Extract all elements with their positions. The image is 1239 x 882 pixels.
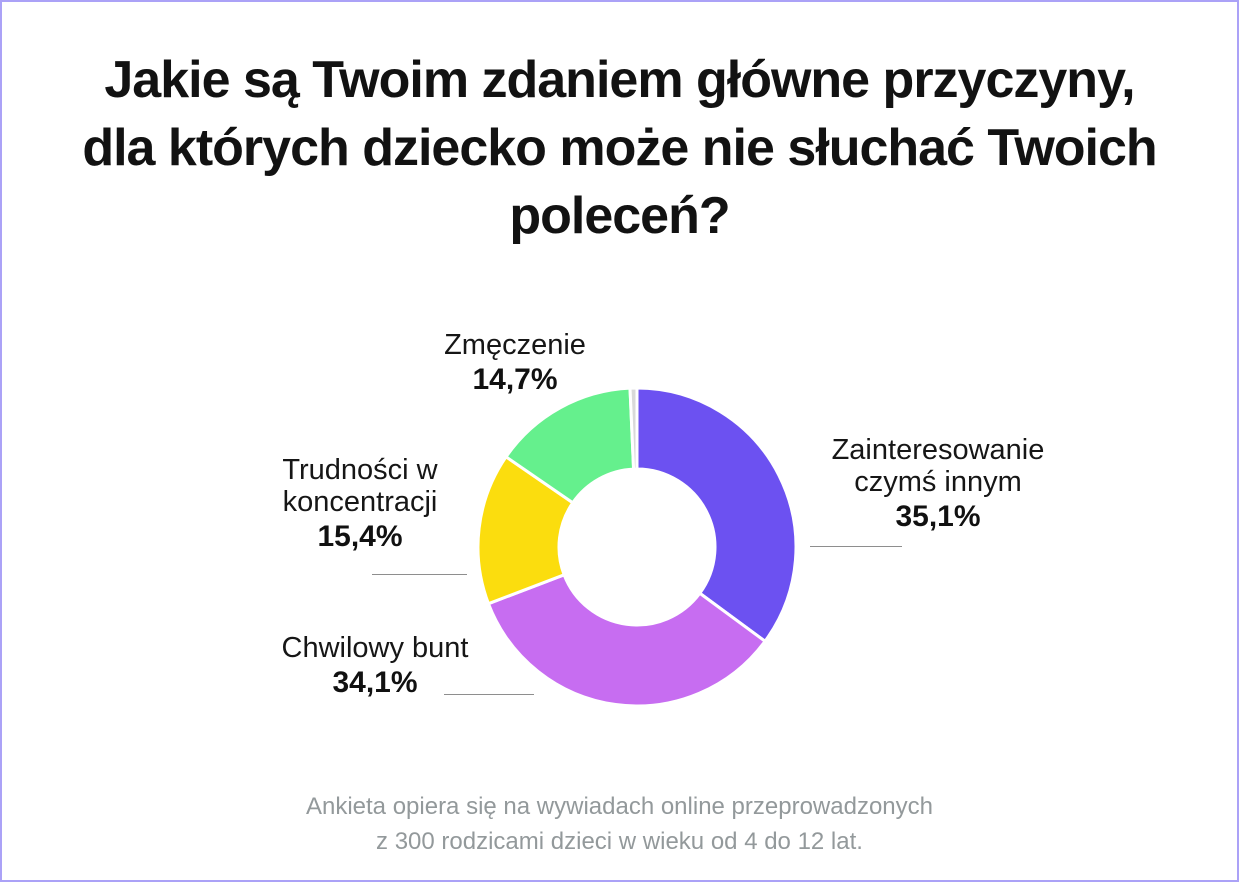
slice-percent: 14,7% bbox=[472, 363, 558, 396]
slice-callout-chwilowy-bunt: Chwilowy bunt 34,1% bbox=[255, 632, 495, 699]
slice-percent: 35,1% bbox=[895, 500, 981, 533]
leader-line-zainteresowanie bbox=[810, 546, 902, 547]
slice-label: Trudności w koncentracji bbox=[282, 454, 438, 518]
leader-line-trudnosci bbox=[372, 574, 467, 575]
leader-line-chwilowy-bunt bbox=[444, 694, 534, 695]
slice-label: Zainteresowanie czymś innym bbox=[831, 434, 1045, 498]
slice-percent: 34,1% bbox=[332, 666, 418, 699]
survey-footnote: Ankieta opiera się na wywiadach online p… bbox=[2, 789, 1237, 859]
donut-slice-0 bbox=[635, 386, 798, 643]
slice-percent: 15,4% bbox=[317, 520, 403, 553]
donut-chart-wrap bbox=[472, 382, 802, 712]
footnote-line-1: Ankieta opiera się na wywiadach online p… bbox=[305, 793, 934, 820]
donut-slice-4 bbox=[628, 386, 639, 471]
slice-label: Zmęczenie bbox=[444, 329, 586, 361]
slice-callout-trudnosci: Trudności w koncentracji 15,4% bbox=[265, 454, 455, 553]
footnote-line-2: z 300 rodzicami dzieci w wieku od 4 do 1… bbox=[376, 828, 863, 855]
slice-label: Chwilowy bunt bbox=[281, 632, 469, 664]
slice-callout-zainteresowanie: Zainteresowanie czymś innym 35,1% bbox=[818, 434, 1058, 533]
slice-callout-zmeczenie: Zmęczenie 14,7% bbox=[405, 329, 625, 396]
donut-chart bbox=[476, 386, 798, 708]
donut-slice-1 bbox=[486, 573, 767, 708]
page-title: Jakie są Twoim zdaniem główne przyczyny,… bbox=[82, 51, 1157, 245]
